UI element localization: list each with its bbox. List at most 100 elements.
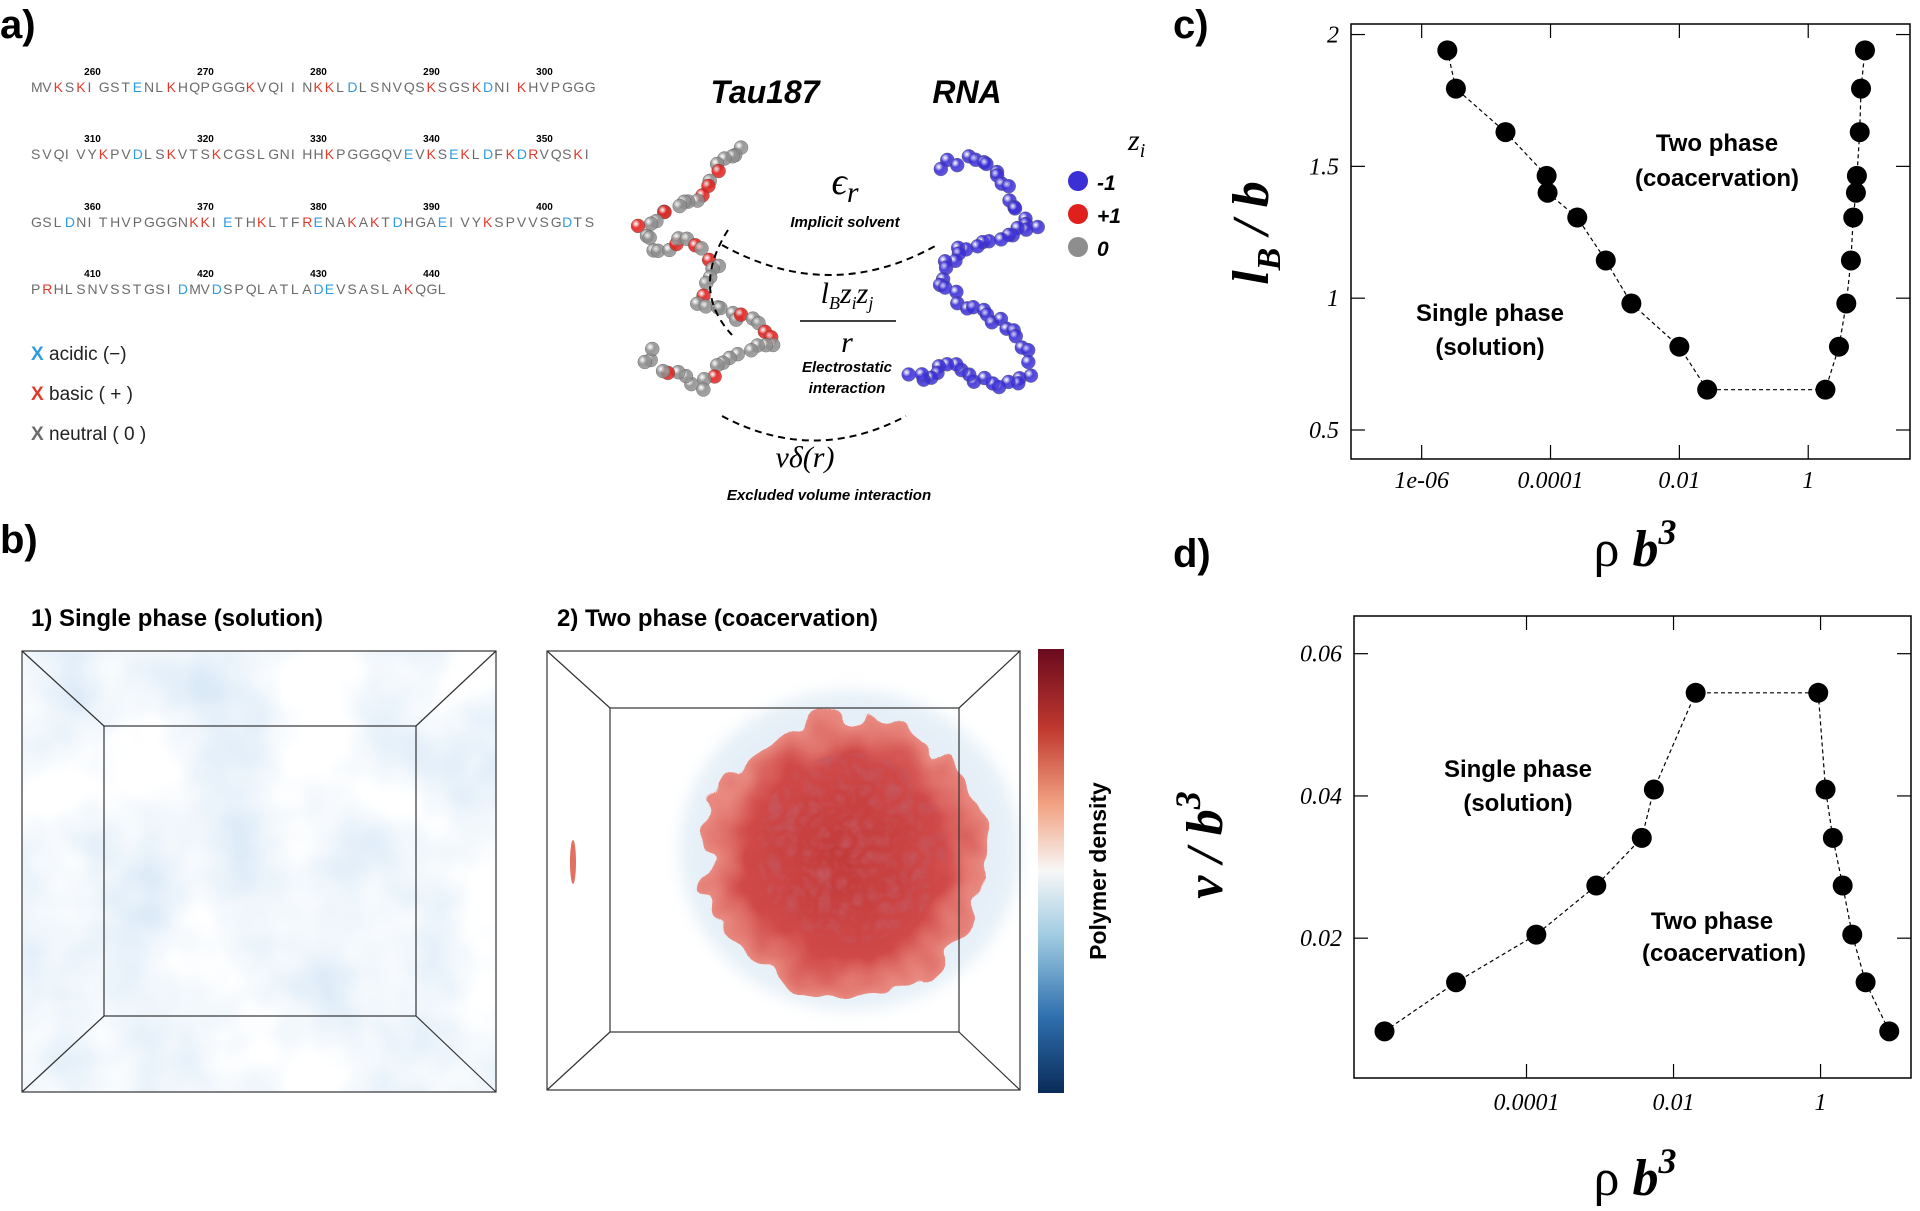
marker [1849,122,1870,143]
bead [672,198,687,214]
residue: M [31,79,43,95]
residue-number: 410 [84,269,101,280]
residue: H [404,214,414,230]
residue-number: 400 [536,202,553,213]
residue: S [370,281,379,297]
bead [694,241,709,256]
bead [713,300,728,316]
density-sliver [570,840,576,884]
symbol: l [821,277,829,310]
residue: L [65,281,73,297]
residue: G [449,79,460,95]
bead [901,367,916,382]
residue: A [427,214,437,230]
residue: P [551,79,560,95]
residue: V [257,79,267,95]
residue: A [359,281,369,297]
marker [1586,875,1607,896]
y-axis-label: lB / b [1223,181,1288,285]
residue-number: 350 [536,134,553,145]
residue: K [167,146,177,162]
residue: G [427,281,438,297]
residue: P [31,281,40,297]
residue: V [201,281,211,297]
residue: K [506,146,516,162]
bead [657,204,672,220]
marker [1879,1021,1900,1042]
charge-label: +1 [1097,205,1121,228]
residue: D [393,214,403,230]
residue-number: 290 [423,67,440,78]
residue: D [483,79,493,95]
label-part: b [1632,521,1658,578]
residue: E [314,214,323,230]
legend-label: acidic (−) [49,344,127,365]
annotation: (coacervation) [1635,165,1799,192]
marker [1832,875,1853,896]
density-box [546,650,1021,1091]
residue: P [234,281,243,297]
residue: E [223,214,232,230]
residue-number: 420 [197,269,214,280]
residue: S [155,281,164,297]
residue: I [585,146,589,162]
residue: G [415,214,426,230]
residue: K [167,79,177,95]
residue: N [302,79,312,95]
label-part: ρ [1594,1150,1633,1207]
panel-label: c) [1173,3,1209,47]
residue: V [528,214,538,230]
residue: N [325,214,335,230]
residue-number: 310 [84,134,101,145]
marker [1685,682,1706,703]
y-tick-label: 0.5 [1309,418,1339,444]
sequence-line: MV K S K I GS T E NL K HQP GGGK V QI I NK K L DL S NV QS K S GS K… [31,79,596,95]
residue: S [370,79,379,95]
residue: E [325,281,334,297]
residue: T [573,214,582,230]
symbol: z [856,277,869,310]
residue: L [472,146,480,162]
residue: T [99,214,108,230]
residue: N [280,146,290,162]
electrostatic-label: interaction [809,380,886,397]
residue: H [528,79,538,95]
residue: G [212,79,223,95]
marker [1836,293,1857,314]
residue: S [76,281,85,297]
residue-number: 280 [310,67,327,78]
residue: G [585,79,596,95]
marker [1526,924,1547,945]
residue: L [291,281,299,297]
residue: H [302,146,312,162]
marker [1828,336,1849,357]
colorbar [1038,649,1064,1093]
y-tick-label: 1.5 [1309,154,1339,180]
residue-number: 300 [536,67,553,78]
symbol-sub: i [1140,140,1146,162]
plot-frame [1353,615,1912,1079]
residue: L [359,79,367,95]
residue: Y [88,146,98,162]
residue: H [178,79,188,95]
residue: L [144,146,152,162]
residue: S [347,281,356,297]
residue: S [121,281,130,297]
panel-title: 2) Two phase (coacervation) [557,605,878,632]
marker [1669,336,1690,357]
bead [655,363,671,379]
interaction-arc [721,415,907,442]
annotation: Single phase [1444,756,1592,783]
residue: P [506,214,515,230]
residue: M [189,281,201,297]
bead [1008,329,1024,344]
residue: D [562,214,572,230]
bead [950,157,965,173]
residue: I [280,79,284,95]
x-tick-label: 0.0001 [1494,1090,1560,1116]
residue: V [42,79,52,95]
residue: Q [551,146,562,162]
residue: K [483,214,493,230]
bead [630,218,646,234]
label-sup: 3 [1657,1141,1676,1181]
